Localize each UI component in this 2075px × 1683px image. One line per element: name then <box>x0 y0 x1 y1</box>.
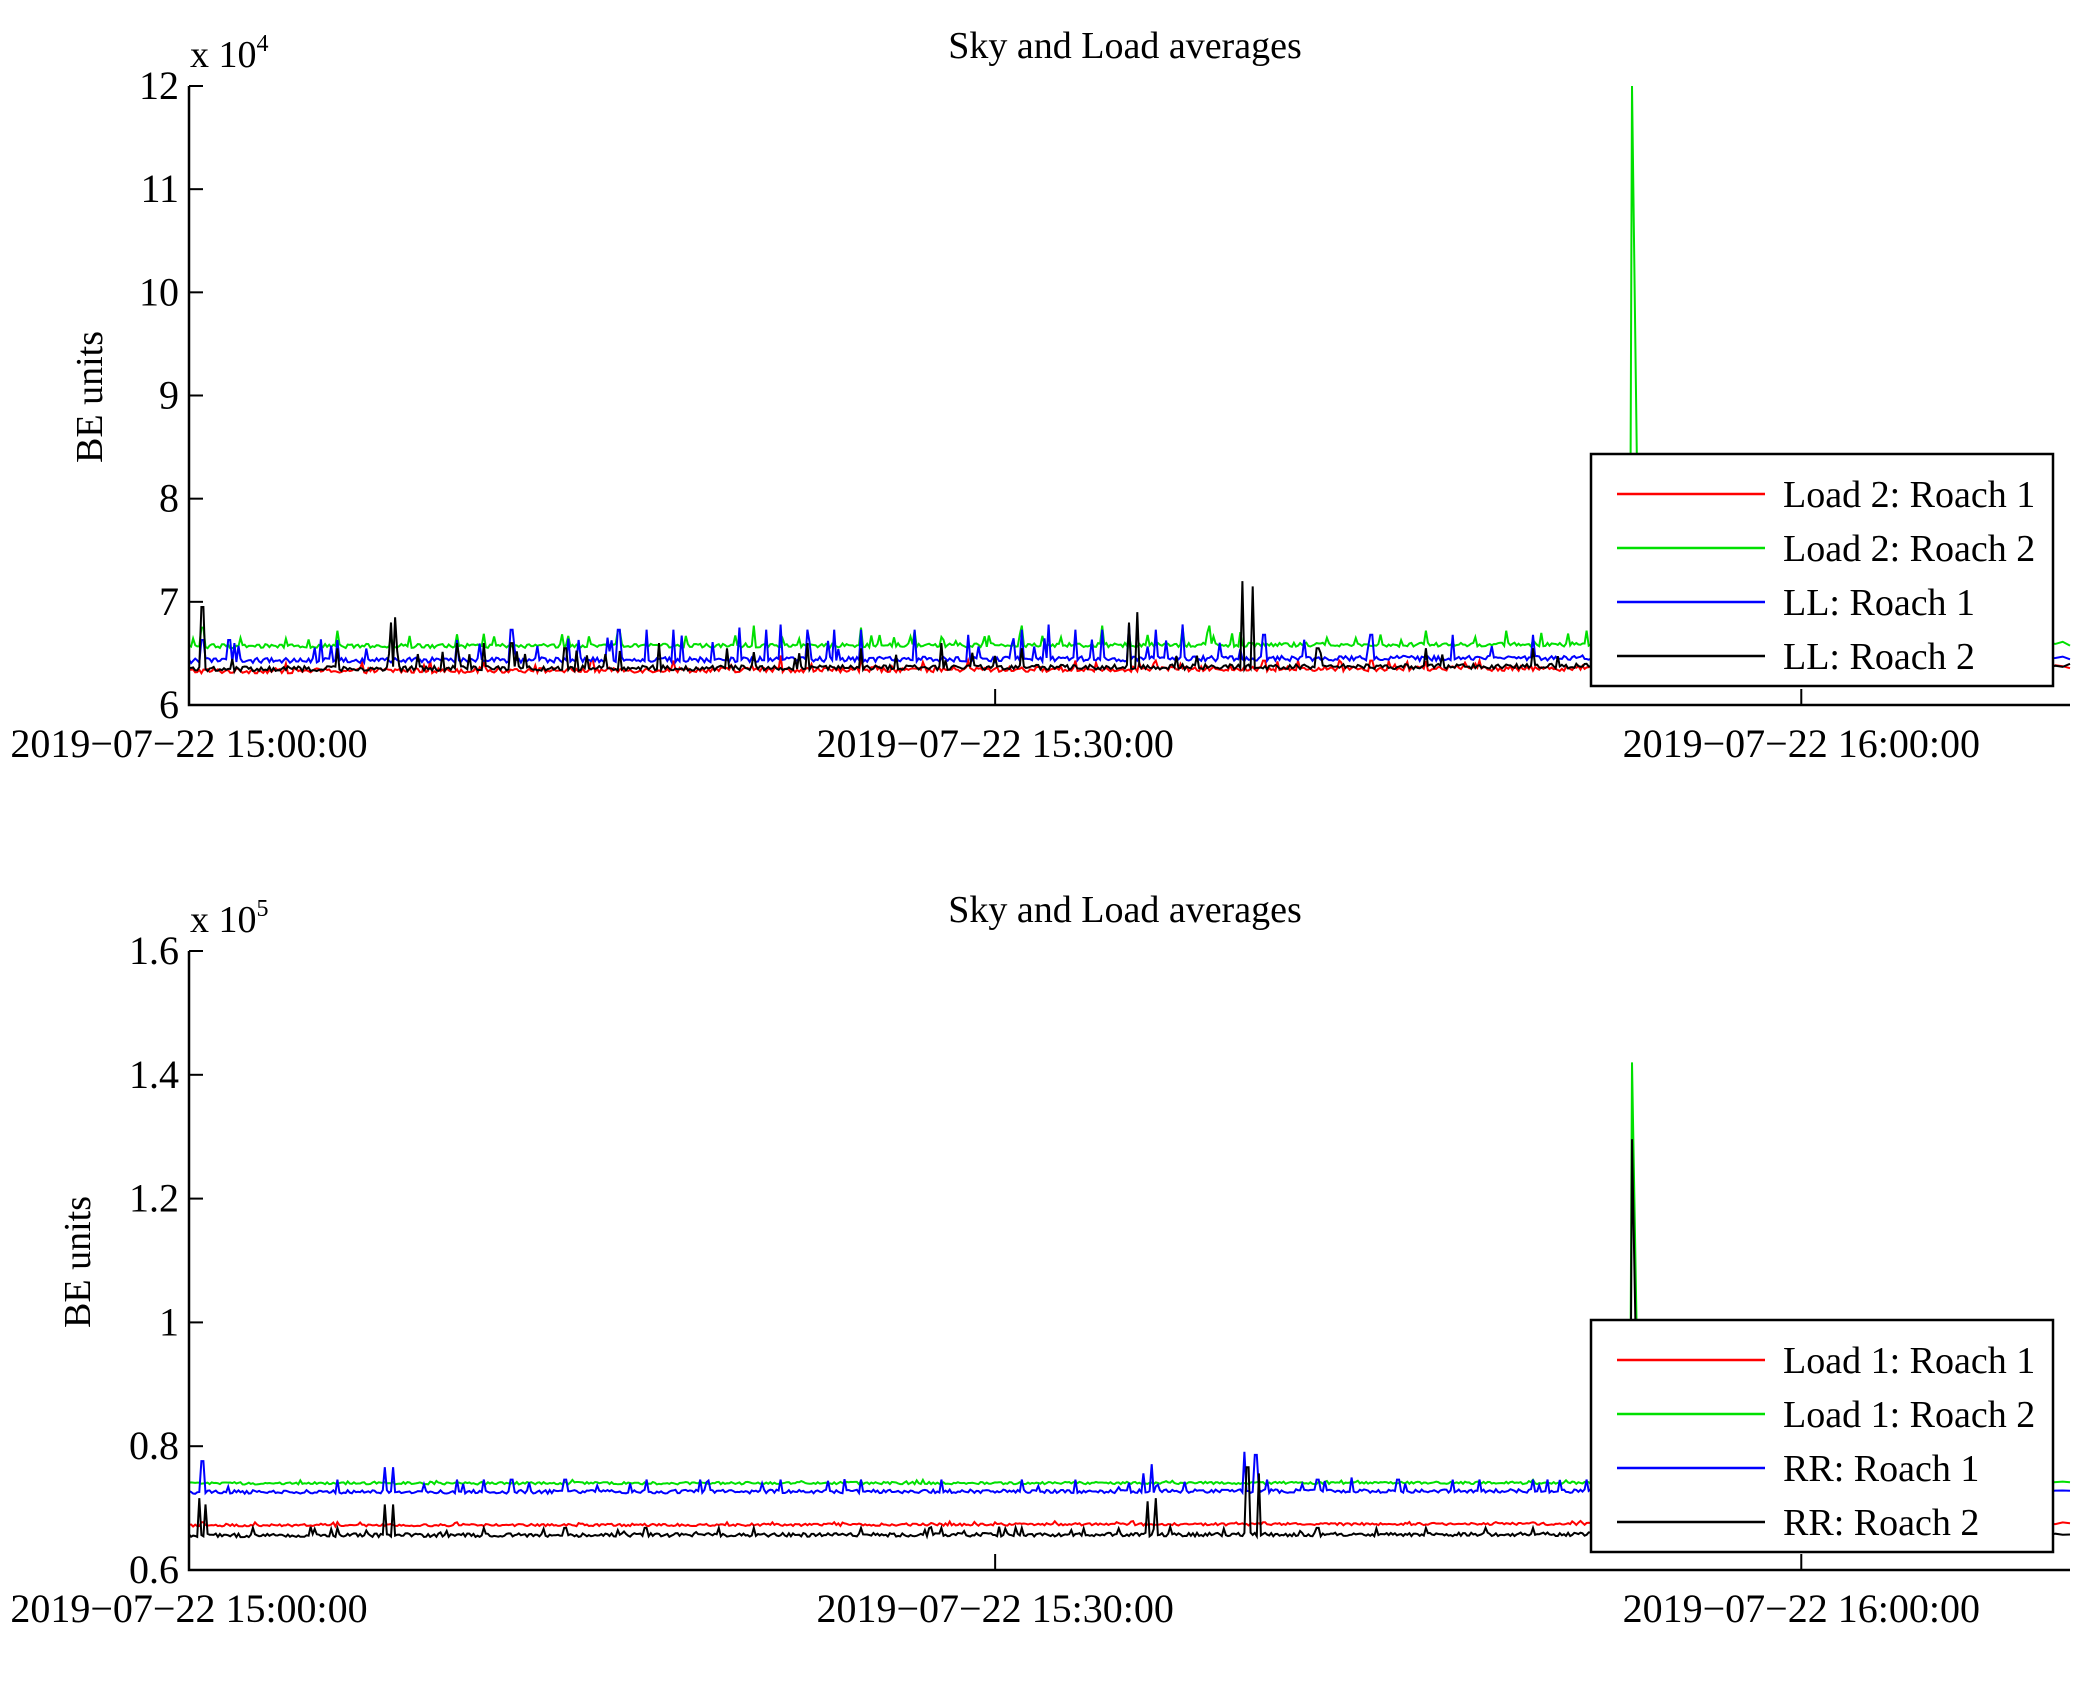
top-axes <box>187 86 2070 707</box>
bottom-legend-label-1: Load 1: Roach 1 <box>1783 1340 2035 1382</box>
top-x-tick-label: 2019−07−22 16:00:00 <box>1623 721 1980 766</box>
bottom-y-exponent-base: x 10 <box>190 899 257 941</box>
bottom-x-tick-label: 2019−07−22 15:00:00 <box>10 1586 367 1631</box>
top-y-ticks: 6 7 8 9 10 11 12 <box>139 63 203 727</box>
bottom-y-ticks: 0.6 0.8 1 1.2 1.4 1.6 <box>129 928 203 1592</box>
bottom-x-ticks: 2019−07−22 15:00:00 2019−07−22 15:30:00 20… <box>10 1554 1980 1631</box>
bottom-chart: Sky and Load averages x 105 BE units 0.6… <box>10 889 2071 1631</box>
bottom-y-tick-label: 1 <box>159 1299 179 1344</box>
top-plot-lines <box>188 85 2071 676</box>
top-x-tick-label: 2019−07−22 15:30:00 <box>816 721 1173 766</box>
bottom-chart-title: Sky and Load averages <box>948 889 1302 931</box>
bottom-y-tick-label: 0.8 <box>129 1423 179 1468</box>
top-legend-label-4: LL: Roach 2 <box>1783 636 1975 678</box>
top-legend-label-3: LL: Roach 1 <box>1783 582 1975 624</box>
top-y-tick-label: 9 <box>159 373 179 418</box>
top-y-tick-label: 12 <box>139 63 179 108</box>
top-y-exponent-power: 4 <box>257 31 269 57</box>
top-legend: Load 2: Roach 1 Load 2: Roach 2 LL: Roach … <box>1589 452 2055 688</box>
top-series-line-3 <box>188 624 2071 666</box>
bottom-axes <box>187 951 2070 1572</box>
bottom-plot-lines <box>188 1062 2071 1540</box>
bottom-series-line-2 <box>188 1062 2071 1486</box>
bottom-x-tick-label: 2019−07−22 16:00:00 <box>1623 1586 1980 1631</box>
bottom-series-line-3 <box>188 1451 2071 1496</box>
bottom-y-tick-label: 0.6 <box>129 1547 179 1592</box>
top-legend-box <box>1589 452 2055 688</box>
top-y-axis-label: BE units <box>69 331 111 463</box>
top-y-exponent-base: x 10 <box>190 34 257 76</box>
top-y-tick-label: 10 <box>139 269 179 314</box>
bottom-y-exponent-power: 5 <box>257 896 269 922</box>
top-y-tick-label: 6 <box>159 682 179 727</box>
bottom-legend: Load 1: Roach 1 Load 1: Roach 2 RR: Roach … <box>1589 1318 2055 1554</box>
bottom-y-tick-label: 1.4 <box>129 1052 179 1097</box>
top-series-line-4 <box>188 581 2071 675</box>
top-x-tick-label: 2019−07−22 15:00:00 <box>10 721 367 766</box>
top-legend-label-1: Load 2: Roach 1 <box>1783 474 2035 516</box>
top-y-tick-label: 7 <box>159 579 179 624</box>
bottom-legend-box <box>1589 1318 2055 1554</box>
top-y-exponent: x 104 <box>190 31 269 76</box>
bottom-y-tick-label: 1.2 <box>129 1176 179 1221</box>
bottom-x-tick-label: 2019−07−22 15:30:00 <box>816 1586 1173 1631</box>
top-chart-title: Sky and Load averages <box>948 25 1302 67</box>
bottom-series-line-4 <box>188 1139 2071 1540</box>
bottom-y-exponent: x 105 <box>190 896 269 941</box>
bottom-legend-label-4: RR: Roach 2 <box>1783 1502 1979 1544</box>
bottom-legend-label-2: Load 1: Roach 2 <box>1783 1394 2035 1436</box>
bottom-y-tick-label: 1.6 <box>129 928 179 973</box>
top-x-ticks: 2019−07−22 15:00:00 2019−07−22 15:30:00 20… <box>10 689 1980 766</box>
top-legend-label-2: Load 2: Roach 2 <box>1783 528 2035 570</box>
bottom-legend-label-3: RR: Roach 1 <box>1783 1448 1979 1490</box>
bottom-y-axis-label: BE units <box>57 1196 99 1328</box>
top-y-tick-label: 8 <box>159 476 179 521</box>
bottom-series-line-1 <box>188 1519 2071 1529</box>
top-series-line-2 <box>188 85 2071 651</box>
top-chart: Sky and Load averages x 104 BE units 6 7 8… <box>10 25 2071 766</box>
top-y-tick-label: 11 <box>140 166 179 211</box>
